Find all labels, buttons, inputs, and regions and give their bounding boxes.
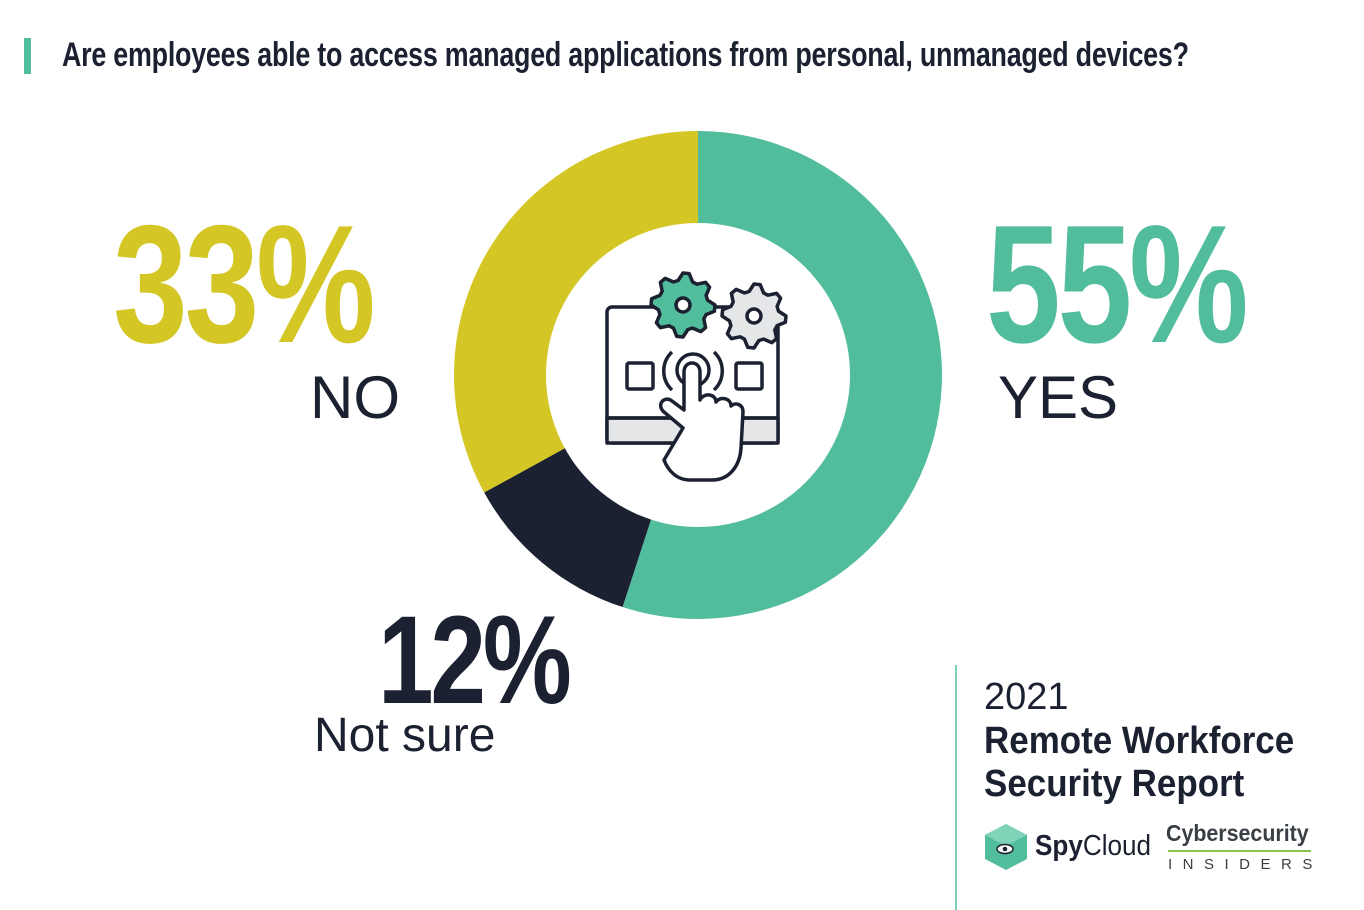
spycloud-cube-icon — [985, 824, 1027, 870]
title-accent-bar — [24, 38, 31, 74]
cybersecurity-insiders-logo-top: Cybersecurity — [1166, 820, 1309, 846]
cybersecurity-insiders-logo-bottom: INSIDERS — [1168, 856, 1323, 873]
yes-category-label: YES — [998, 364, 1119, 431]
report-year: 2021 — [984, 676, 1069, 718]
cybersecurity-insiders-logo-rule — [1168, 850, 1311, 852]
spycloud-logo-cloud: Cloud — [1082, 830, 1152, 862]
spycloud-logo-spy: Spy — [1035, 830, 1083, 862]
donut-slice-no — [454, 131, 698, 493]
report-title-line2: Security Report — [984, 763, 1245, 805]
donut-slice-not-sure — [484, 447, 652, 608]
touchscreen-gears-icon — [605, 271, 788, 482]
yes-value-label: 55% — [986, 190, 1249, 378]
not-sure-value-label: 12% — [378, 591, 572, 730]
report-title-line1: Remote Workforce — [984, 720, 1295, 762]
donut-slice-yes — [622, 131, 942, 620]
no-value-label: 33% — [113, 190, 376, 378]
not-sure-category-label: Not sure — [314, 709, 496, 762]
spycloud-logo-text: SpyCloud — [1035, 830, 1151, 863]
divider — [955, 665, 957, 910]
no-category-label: NO — [310, 364, 400, 431]
page-title: Are employees able to access managed app… — [62, 36, 1189, 74]
report-title: Remote Workforce Security Report — [984, 720, 1294, 806]
